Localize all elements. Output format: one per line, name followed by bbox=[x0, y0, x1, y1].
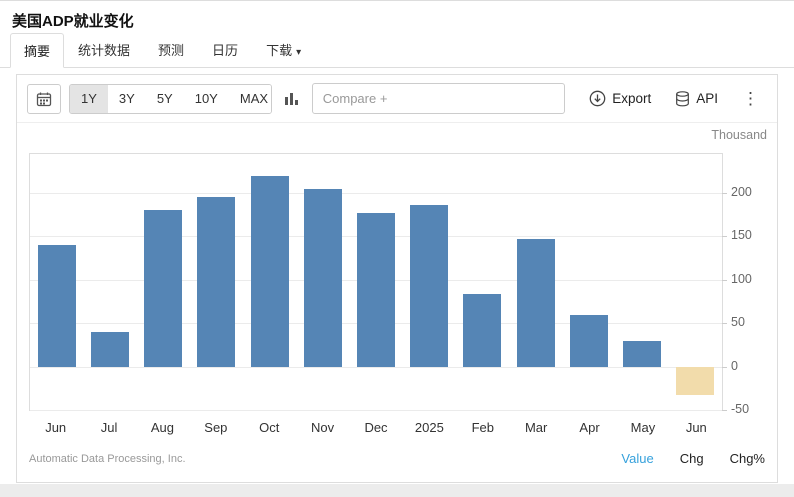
plot-area: 200 150 100 50 0 -50 bbox=[29, 153, 752, 416]
x-tick-label: Aug bbox=[150, 420, 175, 435]
y-tick-label: 0 bbox=[731, 358, 738, 373]
chart-card: 1Y 3Y 5Y 10Y MAX Export bbox=[16, 74, 778, 483]
x-tick-label: Jul bbox=[100, 420, 118, 435]
range-1y-button[interactable]: 1Y bbox=[70, 84, 108, 113]
x-tick-label: Feb bbox=[471, 420, 494, 435]
calendar-range-button[interactable] bbox=[27, 83, 61, 114]
bar-Jun[interactable] bbox=[37, 245, 76, 367]
page-title: 美国ADP就业变化 bbox=[12, 13, 134, 30]
range-5y-button[interactable]: 5Y bbox=[145, 84, 184, 113]
gridline bbox=[30, 193, 722, 195]
tab-forecast[interactable]: 预测 bbox=[144, 32, 198, 67]
chart-type-button[interactable] bbox=[280, 89, 304, 108]
y-tick-mark bbox=[722, 236, 727, 238]
export-label: Export bbox=[612, 91, 652, 106]
tab-stats[interactable]: 统计数据 bbox=[64, 32, 144, 67]
bar-2025[interactable] bbox=[410, 205, 449, 367]
footer-link-value[interactable]: Value bbox=[621, 451, 654, 466]
kebab-menu-button[interactable]: ⋮ bbox=[734, 90, 767, 107]
x-tick-label: May bbox=[630, 420, 656, 435]
gridline bbox=[30, 366, 722, 368]
tab-forecast-label: 预测 bbox=[158, 43, 185, 58]
bar-Feb[interactable] bbox=[463, 293, 502, 367]
y-tick-mark bbox=[722, 323, 727, 325]
x-tick-label: Nov bbox=[311, 420, 335, 435]
y-tick-mark bbox=[722, 193, 727, 195]
export-button[interactable]: Export bbox=[581, 86, 659, 111]
page: 美国ADP就业变化 摘要 统计数据 预测 日历 下载 ▾ 1Y 3Y 5Y 10Y… bbox=[0, 0, 794, 484]
tab-stats-label: 统计数据 bbox=[78, 43, 131, 58]
bar-Jul[interactable] bbox=[90, 331, 129, 367]
x-tick-label: Sep bbox=[204, 420, 228, 435]
tab-download-label: 下载 bbox=[266, 43, 293, 58]
tab-summary-label: 摘要 bbox=[24, 44, 51, 59]
y-tick-mark bbox=[722, 279, 727, 281]
api-label: API bbox=[696, 91, 718, 106]
database-icon bbox=[675, 90, 690, 107]
tab-calendar[interactable]: 日历 bbox=[198, 32, 252, 67]
page-header: 美国ADP就业变化 bbox=[0, 1, 794, 36]
chart-footer: Automatic Data Processing, Inc. Value Ch… bbox=[17, 439, 777, 482]
footer-link-chg[interactable]: Chg bbox=[679, 451, 704, 466]
caret-down-icon: ▾ bbox=[296, 47, 302, 58]
x-tick-label: Apr bbox=[579, 420, 600, 435]
bar-chart-icon bbox=[284, 91, 300, 106]
y-tick-label: 150 bbox=[731, 228, 752, 243]
export-icon bbox=[589, 90, 606, 107]
range-10y-button[interactable]: 10Y bbox=[183, 84, 229, 113]
y-tick-mark bbox=[722, 410, 727, 411]
y-axis-unit-label: Thousand bbox=[711, 128, 767, 142]
tab-bar: 摘要 统计数据 预测 日历 下载 ▾ bbox=[0, 33, 794, 68]
bar-Jun[interactable] bbox=[676, 366, 715, 396]
x-tick-label: 2025 bbox=[414, 420, 444, 435]
bar-Oct[interactable] bbox=[250, 175, 289, 367]
x-tick-label: Jun bbox=[45, 420, 67, 435]
footer-link-chgpct[interactable]: Chg% bbox=[729, 451, 765, 466]
bar-May[interactable] bbox=[623, 341, 662, 367]
x-tick-label: Oct bbox=[259, 420, 280, 435]
footer-links: Value Chg Chg% bbox=[621, 451, 765, 466]
tab-summary[interactable]: 摘要 bbox=[10, 33, 65, 68]
bar-Nov[interactable] bbox=[303, 188, 342, 367]
api-button[interactable]: API bbox=[667, 87, 726, 111]
y-tick-mark bbox=[722, 366, 727, 368]
range-max-button[interactable]: MAX bbox=[228, 84, 271, 113]
range-button-group: 1Y 3Y 5Y 10Y MAX bbox=[69, 83, 272, 114]
source-label: Automatic Data Processing, Inc. bbox=[29, 452, 186, 465]
bar-Sep[interactable] bbox=[197, 197, 236, 367]
tab-download[interactable]: 下载 ▾ bbox=[252, 32, 315, 67]
gridline bbox=[30, 410, 722, 411]
bar-Mar[interactable] bbox=[516, 239, 555, 367]
x-tick-label: Mar bbox=[524, 420, 548, 435]
y-tick-label: -50 bbox=[731, 402, 750, 416]
bar-Aug[interactable] bbox=[144, 210, 183, 367]
range-3y-button[interactable]: 3Y bbox=[107, 84, 146, 113]
tab-calendar-label: 日历 bbox=[212, 43, 239, 58]
y-tick-label: 50 bbox=[731, 315, 745, 330]
calendar-icon bbox=[36, 91, 52, 107]
y-tick-label: 100 bbox=[731, 271, 752, 286]
x-tick-label: Dec bbox=[364, 420, 388, 435]
compare-input[interactable] bbox=[311, 83, 566, 114]
chart-area: Thousand 200 150 100 50 0 -50 Jun Jul Aug Sep Oct… bbox=[17, 123, 777, 439]
bar-Apr[interactable] bbox=[569, 314, 608, 367]
x-tick-label: Jun bbox=[685, 420, 707, 435]
bar-Dec[interactable] bbox=[357, 213, 395, 367]
x-axis-labels: Jun Jul Aug Sep Oct Nov Dec 2025 Feb Mar Apr May Jun bbox=[29, 411, 723, 439]
y-tick-label: 200 bbox=[731, 185, 752, 200]
chart-toolbar: 1Y 3Y 5Y 10Y MAX Export bbox=[17, 75, 777, 123]
